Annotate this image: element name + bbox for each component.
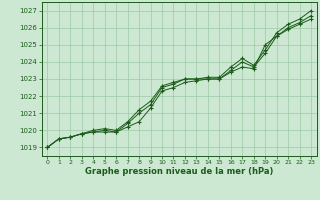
X-axis label: Graphe pression niveau de la mer (hPa): Graphe pression niveau de la mer (hPa) bbox=[85, 167, 273, 176]
